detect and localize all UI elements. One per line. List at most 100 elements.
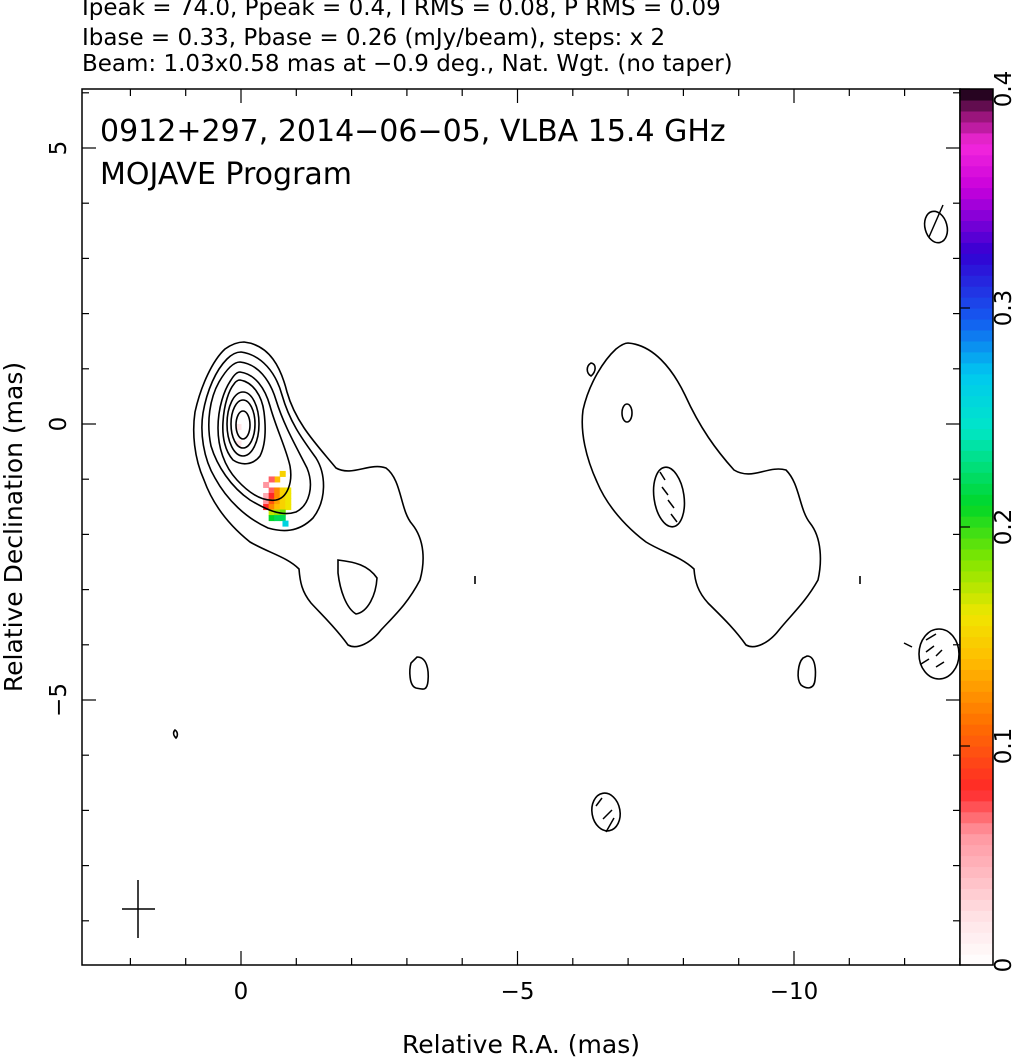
colorbar-swatch	[960, 351, 993, 364]
beam-marker	[122, 880, 155, 938]
colorbar-swatch	[960, 340, 993, 353]
evpa-tick	[935, 649, 943, 657]
colorbar-swatch	[960, 822, 993, 835]
polarization-pixel	[279, 504, 286, 511]
colorbar-swatch	[960, 833, 993, 846]
colorbar-tick-label: 0.3	[991, 290, 1017, 327]
colorbar-swatch	[960, 658, 993, 670]
colorbar-swatch	[960, 592, 993, 605]
colorbar-swatch	[960, 461, 993, 473]
colorbar-swatch	[960, 417, 993, 430]
colorbar-swatch	[960, 756, 993, 769]
colorbar-swatch	[960, 921, 993, 933]
colorbar-swatch	[960, 691, 993, 703]
evpa-tick	[925, 633, 937, 641]
colorbar-swatch	[960, 954, 993, 966]
polarization-pixel	[279, 470, 286, 477]
map-panel: 0912+297, 2014−06−05, VLBA 15.4 GHz MOJA…	[46, 88, 961, 1005]
colorbar-swatch	[960, 472, 993, 484]
colorbar-swatch	[960, 778, 993, 791]
evpa-tick	[595, 797, 603, 807]
contour-blob-hatched-1	[652, 466, 686, 528]
colorbar-swatch	[960, 724, 993, 736]
contour-level-7	[230, 399, 256, 449]
colorbar-swatch	[960, 143, 993, 156]
polarization-pixel	[279, 498, 286, 505]
polarization-pixel	[279, 515, 286, 522]
colorbar-swatch	[960, 297, 993, 309]
contour-level-4	[217, 371, 292, 502]
colorbar-swatch	[960, 789, 993, 802]
evpa-tick	[925, 645, 935, 653]
header-line-1: Ipeak = 74.0, Ppeak = 0.4, I RMS = 0.08,…	[82, 0, 721, 21]
contour-blob-right-island	[797, 655, 817, 689]
polarization-pixel	[282, 520, 289, 527]
colorbar-swatch	[960, 110, 993, 123]
colorbar-swatches	[960, 89, 993, 966]
colorbar-swatch	[960, 767, 993, 780]
colorbar-swatch	[960, 99, 993, 112]
colorbar-swatch	[960, 866, 993, 878]
colorbar-swatch	[960, 154, 993, 167]
colorbar-swatch	[960, 888, 993, 900]
polarization-pixel	[268, 493, 275, 500]
polarization-pixel	[274, 493, 281, 500]
evpa-tick	[605, 817, 615, 833]
polarization-pixel	[274, 487, 281, 494]
colorbar-swatch	[960, 231, 993, 243]
colorbar-swatch	[960, 406, 993, 419]
header-line-2: Ibase = 0.33, Pbase = 0.26 (mJy/beam), s…	[82, 25, 666, 51]
colorbar-swatch	[960, 373, 993, 386]
polarization-pixel	[279, 487, 286, 494]
y-axis-label: Relative Declination (mas)	[0, 362, 28, 692]
colorbar-swatch	[960, 494, 993, 506]
colorbar-swatch	[960, 746, 993, 758]
polarization-pixel	[235, 424, 242, 431]
colorbar-swatch	[960, 165, 993, 178]
colorbar-swatch	[960, 220, 993, 232]
colorbar-swatch	[960, 89, 993, 101]
polarization-pixel	[263, 504, 270, 511]
polarization-pixel	[268, 504, 275, 511]
colorbar-swatch	[960, 428, 993, 440]
colorbar-swatch	[960, 286, 993, 298]
contour-blob-hatched-3	[918, 628, 960, 680]
colorbar-swatch	[960, 855, 993, 868]
polarization-pixel	[268, 498, 275, 505]
colorbar-swatch	[960, 910, 993, 922]
colorbar-swatch	[960, 702, 993, 714]
colorbar-swatch	[960, 844, 993, 857]
map-frame	[81, 88, 961, 966]
evpa-tick	[903, 642, 913, 648]
contour-blob-hatched-4	[923, 210, 949, 244]
polarization-pixel	[285, 498, 292, 505]
polarization-pixel	[285, 493, 292, 500]
x-tick-label: 0	[234, 979, 249, 1005]
colorbar-swatch	[960, 505, 993, 517]
colorbar-tick-label: 0.1	[991, 728, 1017, 765]
colorbar-swatch	[960, 614, 993, 627]
colorbar-swatch	[960, 669, 993, 681]
colorbar-swatch	[960, 362, 993, 375]
colorbar-swatch	[960, 450, 993, 462]
colorbar-swatch	[960, 548, 993, 561]
map-ticks: 0 −5 −10 5 0 −5	[46, 89, 961, 1005]
polarization-pixel	[263, 498, 270, 505]
colorbar-swatch	[960, 877, 993, 889]
polarization-pixel	[274, 504, 281, 511]
polarization-pixel	[263, 493, 270, 500]
polarization-pixel	[235, 440, 242, 447]
polarization-pixel	[268, 476, 275, 483]
evpa-tick	[935, 661, 945, 668]
y-tick-label: 0	[46, 417, 72, 432]
contour-blob-hatched-2	[591, 792, 621, 832]
colorbar-swatch	[960, 713, 993, 725]
colorbar-swatch	[960, 636, 993, 649]
evpa-tick	[659, 471, 666, 481]
colorbar-swatch	[960, 242, 993, 254]
colorbar-swatch	[960, 527, 993, 539]
colorbar-swatch	[960, 329, 993, 342]
contour-level-5	[222, 379, 266, 465]
contour-mirror-main	[581, 342, 822, 648]
